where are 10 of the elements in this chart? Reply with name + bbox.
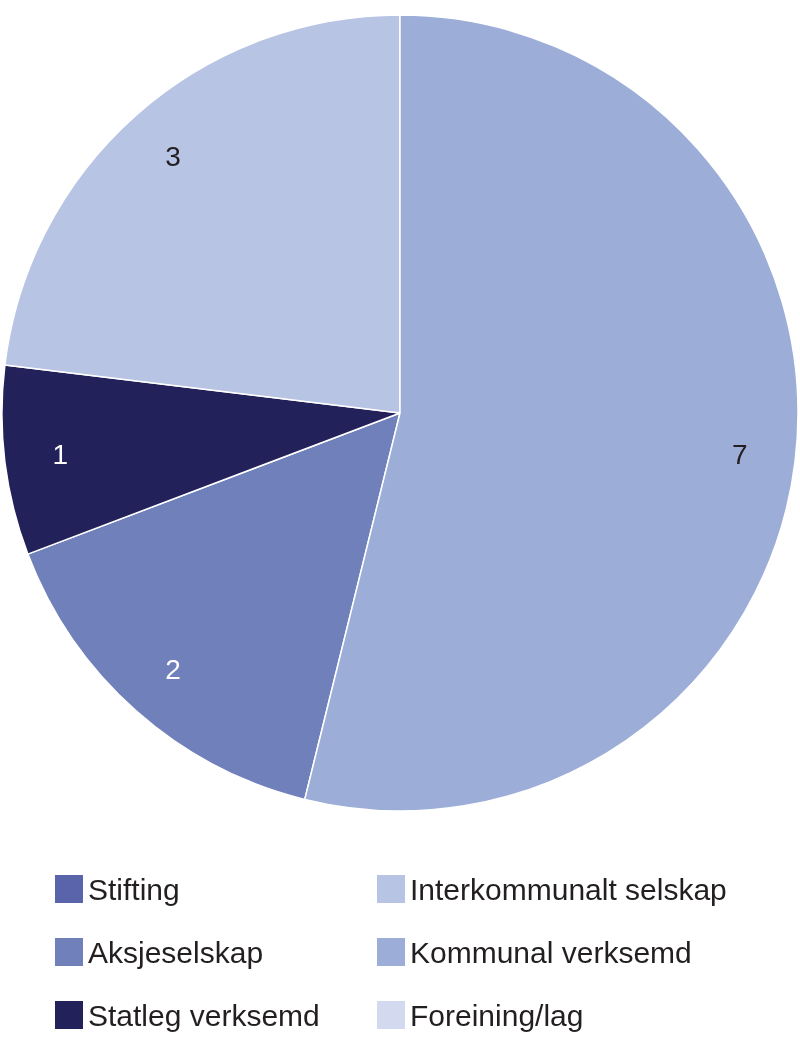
legend-label: Aksjeselskap xyxy=(88,935,264,969)
legend-label: Kommunal verksemd xyxy=(410,935,692,969)
legend-label: Foreining/lag xyxy=(410,998,584,1032)
legend-label: Statleg verksemd xyxy=(88,998,320,1032)
legend-label: Interkommunalt selskap xyxy=(410,872,727,906)
data-label: 2 xyxy=(165,653,181,685)
legend-label: Stifting xyxy=(88,872,180,906)
data-label: 7 xyxy=(732,438,748,470)
data-label: 1 xyxy=(52,438,68,470)
data-label: 3 xyxy=(165,141,181,173)
